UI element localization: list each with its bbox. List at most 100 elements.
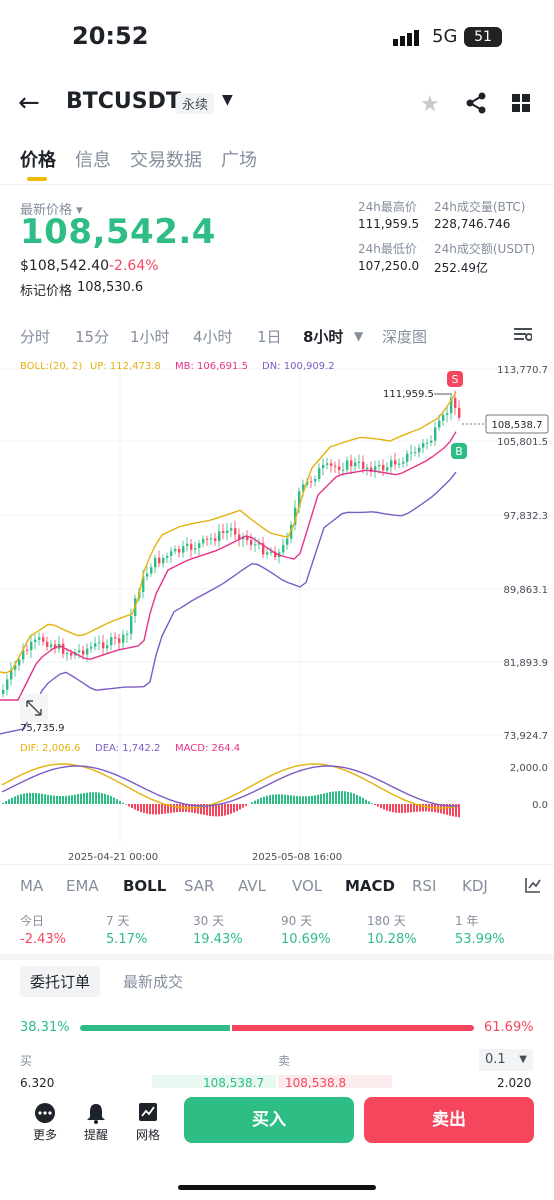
indicator-vol[interactable]: VOL: [292, 877, 323, 895]
grid-label[interactable]: 网格: [136, 1128, 161, 1142]
back-arrow-icon[interactable]: ←: [18, 88, 40, 118]
alert-label[interactable]: 提醒: [84, 1128, 109, 1142]
mark-price-label: 标记价格: [20, 284, 73, 299]
indicator-settings-icon[interactable]: [525, 877, 541, 897]
candle: [366, 467, 369, 469]
boll-label: BOLL:(20, 2): [20, 361, 82, 372]
candle: [422, 443, 425, 448]
macd-histogram-bar: [356, 794, 358, 804]
tab-orders[interactable]: 委托订单: [20, 966, 101, 997]
interval-1h[interactable]: 1小时: [130, 328, 170, 346]
candle: [386, 467, 389, 471]
macd-histogram-bar: [65, 795, 67, 804]
macd-histogram-bar: [449, 804, 451, 816]
macd-histogram-bar: [350, 792, 352, 804]
macd-histogram-bar: [92, 792, 94, 804]
macd-histogram-bar: [77, 794, 79, 804]
star-icon[interactable]: ★: [420, 92, 440, 117]
candle: [450, 397, 453, 414]
candle: [438, 420, 441, 428]
macd-histogram-bar: [80, 793, 82, 804]
sell-button[interactable]: 卖出: [364, 1097, 534, 1143]
macd-histogram-bar: [344, 791, 346, 804]
macd-histogram-bar: [158, 804, 160, 815]
macd-histogram-bar: [59, 795, 61, 804]
candle: [270, 551, 273, 553]
macd-histogram-bar: [341, 791, 343, 804]
symbol-title[interactable]: BTCUSDT: [66, 89, 181, 114]
indicator-sar[interactable]: SAR: [184, 877, 215, 895]
macd-histogram-bar: [305, 796, 307, 804]
indicator-boll[interactable]: BOLL: [123, 877, 167, 895]
macd-histogram-bar: [50, 795, 52, 804]
ask-depth-bar: [278, 1075, 392, 1089]
candle: [414, 452, 417, 454]
perf-label: 180 天: [367, 914, 406, 928]
indicator-avl[interactable]: AVL: [238, 877, 266, 895]
macd-histogram-bar: [155, 804, 157, 815]
tab-square[interactable]: 广场: [221, 150, 257, 171]
interval-1d[interactable]: 1日: [257, 328, 282, 346]
macd-histogram-bar: [281, 794, 283, 804]
tab-price[interactable]: 价格: [20, 150, 56, 171]
macd-histogram-bar: [206, 804, 208, 816]
more-icon[interactable]: [34, 1102, 56, 1128]
home-indicator: [178, 1185, 376, 1190]
chart-settings-icon[interactable]: [514, 326, 533, 346]
vol-btc-label: 24h成交量(BTC): [434, 200, 526, 214]
candlestick-chart[interactable]: BOLL:(20, 2) UP: 112,473.8 MB: 106,691.5…: [0, 354, 554, 864]
macd-histogram-bar: [74, 794, 76, 804]
expand-icon[interactable]: [20, 694, 48, 722]
interval-8h[interactable]: 8小时: [303, 328, 344, 346]
interval-4h[interactable]: 4小时: [193, 328, 233, 346]
indicator-kdj[interactable]: KDJ: [462, 877, 488, 895]
precision-select[interactable]: 0.1 ▼: [479, 1049, 533, 1071]
macd-histogram-bar: [359, 796, 361, 804]
more-label[interactable]: 更多: [33, 1128, 58, 1142]
macd-histogram-bar: [209, 804, 211, 816]
candle: [322, 464, 325, 469]
indicator-rsi[interactable]: RSI: [412, 877, 437, 895]
candle: [382, 464, 385, 471]
current-price-tag: [485, 414, 549, 434]
interval-more-icon[interactable]: ▼: [354, 329, 364, 343]
macd-histogram-bar: [161, 804, 163, 814]
network-type: 5G: [432, 26, 458, 47]
latest-price-label[interactable]: 最新价格 ▾: [20, 203, 83, 218]
interval-depth[interactable]: 深度图: [382, 328, 428, 346]
macd-histogram-bar: [110, 796, 112, 804]
candle: [102, 642, 105, 649]
macd-histogram-bar: [374, 804, 376, 806]
bid-depth-bar: [152, 1075, 276, 1089]
macd-histogram-bar: [5, 801, 7, 804]
share-icon[interactable]: [465, 92, 487, 118]
candle: [78, 650, 81, 653]
macd-histogram-bar: [299, 796, 301, 804]
candle: [446, 413, 449, 415]
macd-histogram-bar: [251, 802, 253, 804]
macd-histogram-bar: [395, 804, 397, 813]
symbol-dropdown-icon[interactable]: ▼: [222, 92, 233, 108]
candle: [26, 649, 29, 651]
macd-histogram-bar: [116, 799, 118, 804]
buy-button[interactable]: 买入: [184, 1097, 354, 1143]
macd-histogram-bar: [53, 795, 55, 804]
indicator-ema[interactable]: EMA: [66, 877, 99, 895]
interval-15m[interactable]: 15分: [75, 328, 110, 346]
grid-layout-icon[interactable]: [512, 94, 530, 116]
bell-icon[interactable]: [86, 1102, 106, 1128]
tab-latest-trades[interactable]: 最新成交: [123, 973, 184, 991]
candle: [374, 466, 377, 472]
candle: [394, 460, 397, 465]
macd-histogram-bar: [320, 794, 322, 804]
indicator-macd[interactable]: MACD: [345, 877, 395, 895]
candle: [70, 653, 73, 656]
tab-info[interactable]: 信息: [75, 150, 111, 171]
indicator-ma[interactable]: MA: [20, 877, 44, 895]
high-marker: 111,959.5: [383, 389, 434, 400]
interval-line[interactable]: 分时: [20, 328, 51, 346]
macd-histogram-bar: [269, 795, 271, 804]
tab-trading-data[interactable]: 交易数据: [130, 150, 202, 171]
grid-bot-icon[interactable]: [138, 1102, 158, 1126]
macd-histogram-bar: [233, 804, 235, 813]
